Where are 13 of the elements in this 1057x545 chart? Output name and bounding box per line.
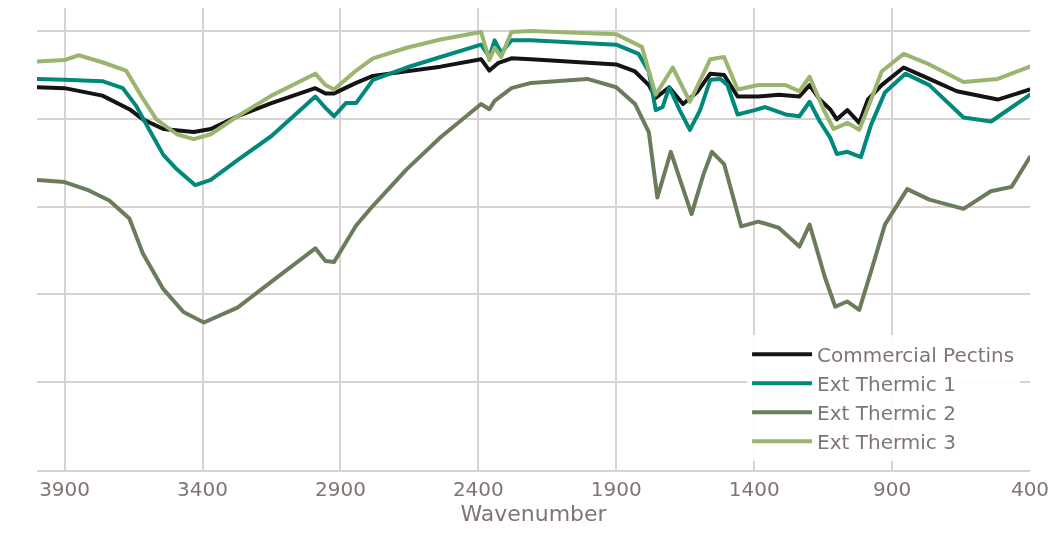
x-tick-label: 2900 <box>314 477 366 501</box>
x-tick-label: 3900 <box>39 477 91 501</box>
x-tick-label: 1400 <box>728 477 780 501</box>
legend-label: Commercial Pectins <box>817 343 1015 368</box>
legend-label: Ext Thermic 2 <box>817 401 956 426</box>
x-tick-label: 1900 <box>590 477 642 501</box>
x-axis-title: Wavenumber <box>460 501 608 526</box>
x-tick-label: 2400 <box>452 477 504 501</box>
legend-label: Ext Thermic 1 <box>817 372 956 397</box>
x-tick-label: 900 <box>872 477 912 501</box>
x-tick-label: 400 <box>1010 477 1050 501</box>
legend-label: Ext Thermic 3 <box>817 430 956 455</box>
x-tick-label: 3400 <box>177 477 228 501</box>
